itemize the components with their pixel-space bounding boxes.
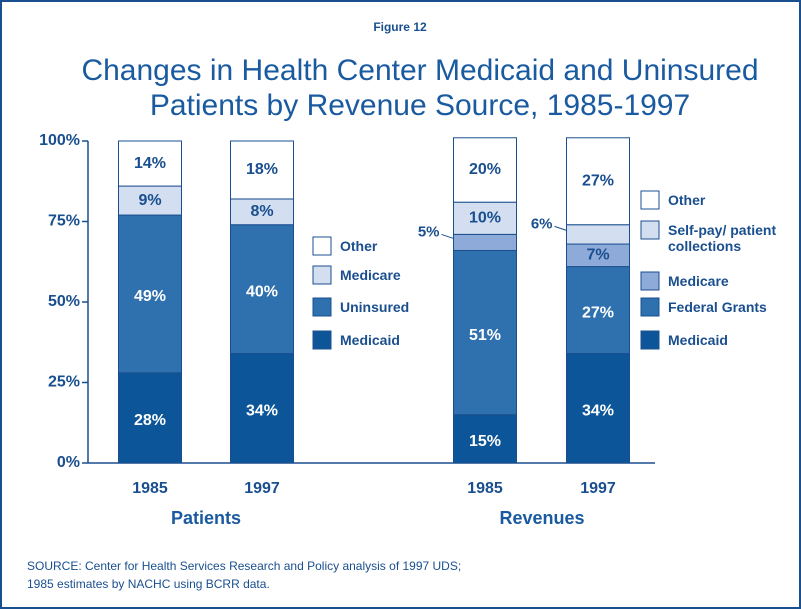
data-label: 20% xyxy=(469,161,501,178)
legend-swatch xyxy=(312,236,332,256)
source-note: 1985 estimates by NACHC using BCRR data. xyxy=(27,577,270,591)
data-label: 18% xyxy=(246,161,278,178)
bar-segment xyxy=(566,353,630,464)
data-label: 34% xyxy=(246,402,278,419)
data-label: 5% xyxy=(418,223,440,240)
data-label: 6% xyxy=(531,215,553,232)
legend-label: Uninsured xyxy=(340,299,410,315)
legend-label: Medicare xyxy=(668,273,729,289)
data-label: 8% xyxy=(250,203,273,220)
legend-swatch xyxy=(640,190,660,210)
bar-segment xyxy=(230,140,294,200)
y-tick-label: 25% xyxy=(48,374,80,391)
legend-label: Medicaid xyxy=(340,332,400,348)
legend-label: Other xyxy=(340,238,378,254)
bar-segment xyxy=(566,137,630,226)
group-label: Revenues xyxy=(499,508,584,528)
source-note: SOURCE: Center for Health Services Resea… xyxy=(27,559,461,573)
bar-segment xyxy=(453,201,517,235)
leader-line xyxy=(441,233,454,239)
data-label: 40% xyxy=(246,283,278,300)
bar-segment xyxy=(453,414,517,464)
x-tick-label: 1985 xyxy=(467,480,503,497)
y-tick-label: 0% xyxy=(57,454,80,471)
leader-line xyxy=(554,225,567,231)
data-label: 34% xyxy=(582,402,614,419)
bar-segment xyxy=(566,266,630,355)
data-label: 9% xyxy=(138,192,161,209)
bar-segment xyxy=(453,137,517,203)
legend-swatch xyxy=(640,297,660,317)
bar-segment xyxy=(118,372,182,464)
x-tick-label: 1997 xyxy=(580,480,616,497)
legend-label: Federal Grants xyxy=(668,299,767,315)
data-label: 28% xyxy=(134,412,166,429)
bar-segment xyxy=(118,140,182,187)
legend-label: Medicaid xyxy=(668,332,728,348)
legend-label: Medicare xyxy=(340,267,401,283)
bar-segment xyxy=(453,249,517,416)
legend-swatch xyxy=(640,271,660,291)
legend-swatch xyxy=(640,330,660,350)
data-label: 51% xyxy=(469,327,501,344)
legend-swatch xyxy=(312,265,332,285)
chart-title: Changes in Health Center Medicaid and Un… xyxy=(81,54,758,87)
figure-label: Figure 12 xyxy=(373,20,427,34)
data-label: 15% xyxy=(469,433,501,450)
data-label: 49% xyxy=(134,288,166,305)
legend-label: Other xyxy=(668,192,706,208)
data-label: 27% xyxy=(582,304,614,321)
data-label: 14% xyxy=(134,155,166,172)
data-label: 10% xyxy=(469,209,501,226)
bar-segment xyxy=(118,214,182,374)
legend-swatch xyxy=(312,330,332,350)
y-tick-label: 75% xyxy=(48,213,80,230)
y-tick-label: 50% xyxy=(48,293,80,310)
chart-title: Patients by Revenue Source, 1985-1997 xyxy=(150,89,690,122)
bar-segment xyxy=(230,224,294,355)
group-label: Patients xyxy=(171,508,241,528)
bar-segment xyxy=(566,224,630,245)
legend-swatch xyxy=(312,297,332,317)
legend-swatch xyxy=(640,220,660,240)
data-label: 27% xyxy=(582,172,614,189)
data-label: 7% xyxy=(586,247,609,264)
y-tick-label: 100% xyxy=(39,132,80,149)
legend-label: Self-pay/ patient collections xyxy=(668,222,777,254)
bar-segment xyxy=(230,353,294,464)
x-tick-label: 1985 xyxy=(132,480,168,497)
x-tick-label: 1997 xyxy=(244,480,280,497)
